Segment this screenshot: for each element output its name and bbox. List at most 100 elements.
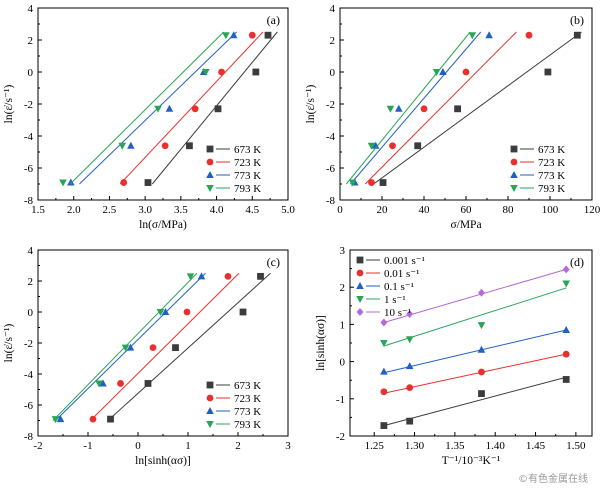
data-point bbox=[144, 380, 152, 387]
y-tick-label: -2 bbox=[24, 338, 33, 350]
panel-d: 1.25 1.30 1.35 1.40 1.45 1.50 -2 -1 0 1 2 3 T⁻¹/10⁻³… bbox=[315, 245, 593, 467]
data-point bbox=[51, 416, 60, 424]
fit-line bbox=[373, 31, 582, 185]
data-point bbox=[395, 104, 403, 112]
legend-label: 0.01 s⁻¹ bbox=[384, 268, 419, 280]
data-point bbox=[386, 105, 395, 113]
data-point bbox=[477, 322, 486, 330]
x-tick-label: 1.5 bbox=[31, 204, 45, 216]
data-point bbox=[165, 104, 174, 112]
data-point bbox=[562, 265, 570, 274]
legend-label: 10 s⁻¹ bbox=[384, 307, 411, 319]
data-point bbox=[380, 318, 388, 327]
x-tick-label: 5.0 bbox=[281, 204, 295, 216]
x-tick-label: 2 bbox=[235, 440, 241, 452]
data-point bbox=[414, 142, 422, 150]
x-tick-label: 3 bbox=[285, 440, 291, 452]
panel-b: 0 20 40 60 80 100 120 -8 -6 -4 -2 0 2 4 σ/MPa ln(ε̇/s⁻¹… bbox=[305, 3, 600, 231]
panel-c: -2 -1 0 1 2 3 -8 -6 -4 -2 0 2 4 ln[sinh(ασ)] ln(ε̇/s⁻¹… bbox=[3, 245, 291, 467]
x-axis-label: σ/MPa bbox=[450, 219, 481, 231]
data-point bbox=[117, 380, 124, 387]
fit-line bbox=[119, 31, 264, 185]
data-point bbox=[248, 31, 256, 39]
data-point bbox=[405, 336, 414, 344]
data-point bbox=[544, 68, 552, 76]
legend-label: 673 K bbox=[538, 144, 565, 156]
panel-tag: (b) bbox=[570, 13, 584, 27]
legend-label: 793 K bbox=[234, 419, 261, 431]
data-point bbox=[202, 69, 210, 76]
x-tick-label: 3.5 bbox=[174, 204, 188, 216]
data-point bbox=[197, 272, 206, 280]
fit-line bbox=[345, 31, 471, 185]
x-tick-label: 1.40 bbox=[486, 440, 506, 452]
x-tick-label: 80 bbox=[503, 204, 515, 216]
data-point bbox=[229, 31, 238, 39]
legend-marker bbox=[206, 145, 214, 153]
data-point bbox=[406, 309, 414, 318]
fit-line bbox=[383, 287, 567, 347]
data-point bbox=[214, 105, 222, 113]
data-point bbox=[161, 308, 170, 315]
legend-marker bbox=[206, 158, 214, 166]
data-point bbox=[562, 350, 570, 358]
x-axis-label: T⁻¹/10⁻³K⁻¹ bbox=[442, 455, 501, 467]
x-tick-label: 100 bbox=[542, 204, 559, 216]
legend-marker bbox=[510, 145, 518, 153]
data-point bbox=[420, 105, 428, 113]
data-point bbox=[562, 376, 570, 383]
x-tick-label: 1.45 bbox=[526, 440, 546, 452]
fit-line bbox=[383, 376, 567, 427]
data-point bbox=[121, 344, 130, 352]
watermark: ©有色金属在线 bbox=[518, 472, 588, 485]
data-point bbox=[127, 141, 135, 149]
x-tick-label: 3.0 bbox=[138, 204, 152, 216]
legend-label: 723 K bbox=[538, 157, 565, 169]
x-tick-label: 1.30 bbox=[405, 440, 425, 452]
legend-marker bbox=[356, 269, 364, 277]
x-tick-label: 2.0 bbox=[67, 204, 81, 216]
y-tick-label: -1 bbox=[336, 394, 345, 406]
data-point bbox=[478, 288, 485, 297]
data-point bbox=[432, 69, 441, 76]
y-tick-label: -4 bbox=[326, 131, 336, 143]
y-axis-label: ln(ε̇/s⁻¹) bbox=[3, 85, 15, 124]
legend-marker bbox=[510, 171, 518, 178]
data-point bbox=[478, 390, 485, 397]
x-tick-label: 1.50 bbox=[566, 440, 586, 452]
data-point bbox=[118, 142, 127, 150]
data-point bbox=[380, 340, 388, 347]
data-point bbox=[525, 31, 533, 39]
legend-marker bbox=[356, 308, 364, 316]
data-point bbox=[191, 105, 199, 113]
fit-line bbox=[69, 31, 225, 185]
y-tick-label: -8 bbox=[326, 195, 336, 207]
legend-marker bbox=[206, 421, 214, 428]
panel-a: 1.5 2.0 2.5 3.0 3.5 4.0 4.5 5.0 -8 -6 -4 -2 0 2 4 ln(σ/… bbox=[3, 3, 295, 231]
data-point bbox=[95, 380, 103, 388]
legend-marker bbox=[356, 256, 364, 264]
y-tick-label: -2 bbox=[326, 99, 335, 111]
y-tick-label: 4 bbox=[28, 245, 34, 257]
y-axis-label: ln[sinh(ασ)] bbox=[315, 315, 327, 371]
legend-label: 673 K bbox=[234, 380, 261, 392]
y-tick-label: 2 bbox=[28, 35, 34, 47]
legend-marker bbox=[206, 394, 214, 402]
data-point bbox=[186, 142, 193, 150]
fit-line bbox=[90, 272, 240, 421]
y-tick-label: -2 bbox=[336, 431, 345, 443]
y-tick-label: -8 bbox=[24, 195, 34, 207]
x-tick-label: -2 bbox=[33, 440, 42, 452]
legend-label: 773 K bbox=[234, 406, 261, 418]
y-tick-label: -6 bbox=[24, 400, 34, 412]
legend-marker bbox=[206, 381, 214, 389]
fit-line bbox=[383, 268, 567, 324]
x-tick-label: 0 bbox=[135, 440, 141, 452]
data-point bbox=[264, 31, 272, 39]
data-point bbox=[562, 280, 570, 288]
data-point bbox=[462, 68, 470, 76]
data-point bbox=[485, 31, 493, 39]
fit-line bbox=[364, 31, 517, 185]
x-tick-label: 1.35 bbox=[445, 440, 465, 452]
